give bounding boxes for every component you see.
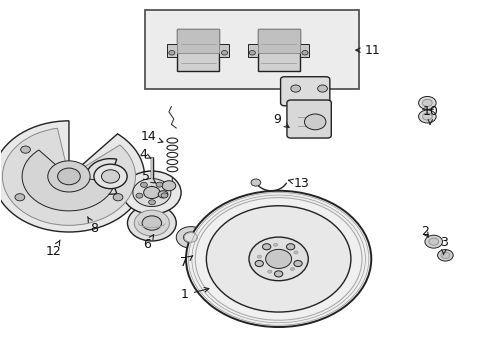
Circle shape	[162, 181, 175, 191]
Circle shape	[148, 200, 155, 205]
Circle shape	[418, 96, 435, 109]
Circle shape	[304, 114, 325, 130]
Text: 6: 6	[143, 235, 153, 251]
Circle shape	[113, 194, 122, 201]
Circle shape	[267, 270, 271, 273]
Circle shape	[262, 244, 270, 250]
Circle shape	[185, 191, 370, 327]
Circle shape	[127, 205, 176, 241]
Text: 2: 2	[420, 225, 428, 238]
Bar	[299, 44, 309, 57]
Text: 10: 10	[422, 105, 438, 124]
Bar	[144, 10, 358, 89]
Text: 13: 13	[288, 177, 309, 190]
Text: 7: 7	[179, 256, 192, 269]
Circle shape	[143, 186, 160, 199]
Circle shape	[317, 85, 327, 92]
Bar	[247, 44, 257, 57]
Circle shape	[134, 210, 169, 236]
Wedge shape	[0, 121, 144, 232]
Circle shape	[221, 50, 227, 55]
FancyBboxPatch shape	[280, 77, 329, 106]
Wedge shape	[176, 226, 204, 248]
Bar	[219, 44, 228, 57]
Circle shape	[301, 50, 307, 55]
Circle shape	[20, 146, 30, 153]
Text: 3: 3	[440, 236, 447, 255]
Circle shape	[136, 193, 142, 198]
Circle shape	[48, 161, 90, 192]
Circle shape	[156, 182, 163, 187]
Circle shape	[168, 50, 175, 55]
Circle shape	[206, 206, 350, 312]
Circle shape	[290, 85, 300, 92]
Circle shape	[133, 179, 170, 207]
Circle shape	[274, 271, 282, 277]
Circle shape	[265, 249, 291, 269]
Text: 9: 9	[273, 113, 288, 127]
Circle shape	[424, 235, 442, 248]
FancyBboxPatch shape	[286, 100, 330, 138]
Text: 4: 4	[140, 148, 150, 161]
Circle shape	[422, 99, 431, 107]
Circle shape	[161, 193, 167, 198]
Circle shape	[58, 168, 80, 185]
Text: 1: 1	[181, 288, 208, 301]
Circle shape	[257, 255, 261, 258]
Wedge shape	[2, 128, 135, 225]
Text: 12: 12	[45, 240, 61, 258]
Circle shape	[290, 267, 294, 270]
Circle shape	[184, 233, 197, 242]
Circle shape	[422, 113, 431, 120]
FancyBboxPatch shape	[257, 29, 299, 53]
Circle shape	[286, 244, 294, 250]
Circle shape	[273, 243, 277, 246]
Wedge shape	[22, 150, 115, 211]
Circle shape	[15, 194, 25, 201]
Circle shape	[248, 237, 307, 281]
FancyBboxPatch shape	[177, 29, 219, 53]
FancyBboxPatch shape	[177, 29, 219, 71]
Circle shape	[158, 191, 167, 198]
Circle shape	[428, 238, 438, 245]
Text: 11: 11	[355, 44, 379, 57]
Circle shape	[249, 50, 255, 55]
Text: 5: 5	[141, 170, 155, 183]
Circle shape	[142, 216, 161, 230]
Text: 8: 8	[87, 217, 98, 235]
Circle shape	[437, 249, 452, 261]
Circle shape	[440, 252, 449, 258]
Wedge shape	[86, 159, 117, 194]
Circle shape	[293, 251, 297, 254]
Circle shape	[94, 164, 127, 189]
Circle shape	[122, 171, 181, 214]
FancyBboxPatch shape	[257, 29, 299, 71]
Circle shape	[418, 110, 435, 123]
Bar	[167, 44, 177, 57]
Circle shape	[250, 179, 260, 186]
Circle shape	[140, 182, 147, 187]
Circle shape	[293, 261, 302, 267]
Circle shape	[255, 261, 263, 267]
Circle shape	[101, 170, 120, 183]
Text: 14: 14	[140, 130, 163, 144]
